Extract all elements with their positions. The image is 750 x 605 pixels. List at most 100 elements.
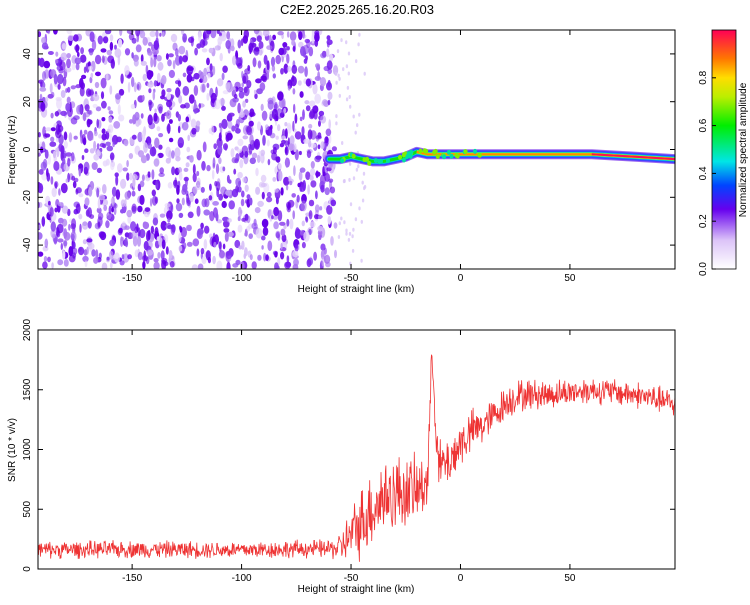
noise-blob: [275, 54, 282, 65]
noise-blob: [309, 109, 316, 119]
noise-blob: [38, 183, 44, 194]
noise-blob: [326, 42, 330, 48]
noise-blob: [227, 231, 234, 237]
noise-blob: [262, 226, 269, 236]
noise-blob: [356, 123, 359, 128]
spectrogram-y-tick-label: -20: [22, 190, 33, 205]
noise-blob: [235, 177, 242, 187]
noise-blob: [177, 167, 182, 174]
noise-blob: [81, 133, 86, 145]
noise-blob: [43, 60, 51, 69]
noise-blob: [50, 176, 54, 185]
noise-blob: [81, 74, 87, 80]
noise-blob: [251, 222, 258, 230]
noise-blob: [213, 241, 217, 248]
noise-blob: [275, 231, 280, 239]
colorbar-tick-label: 0.2: [698, 214, 709, 228]
noise-blob: [228, 200, 235, 210]
noise-blob: [65, 178, 69, 183]
noise-blob: [156, 126, 161, 132]
noise-blob: [261, 218, 269, 228]
noise-blob: [347, 51, 351, 56]
noise-blob: [112, 141, 115, 148]
signal-blob: [398, 154, 402, 160]
noise-blob: [137, 118, 142, 126]
noise-blob: [38, 232, 43, 240]
noise-blob: [280, 228, 286, 236]
noise-blob: [60, 52, 68, 61]
noise-blob: [131, 190, 136, 197]
noise-blob: [273, 221, 279, 230]
noise-blob: [157, 152, 164, 159]
noise-blob: [78, 213, 83, 220]
noise-blob: [101, 100, 107, 109]
noise-blob: [60, 183, 68, 194]
noise-blob: [139, 180, 145, 188]
noise-blob: [110, 198, 114, 204]
noise-blob: [253, 30, 260, 35]
noise-blob: [93, 131, 98, 137]
noise-blob: [115, 189, 121, 200]
noise-blob: [270, 124, 273, 130]
noise-blob: [128, 32, 135, 41]
noise-blob: [44, 238, 49, 249]
noise-blob: [271, 65, 276, 72]
noise-blob: [261, 73, 268, 83]
noise-blob: [117, 38, 123, 48]
noise-blob: [338, 76, 341, 81]
noise-blob: [86, 238, 93, 243]
noise-blob: [168, 119, 173, 124]
noise-blob: [101, 133, 107, 141]
noise-blob: [324, 136, 329, 144]
noise-blob: [101, 128, 106, 134]
noise-blob: [147, 171, 151, 178]
noise-blob: [216, 78, 224, 87]
noise-blob: [305, 105, 311, 112]
noise-blob: [109, 34, 114, 42]
noise-blob: [249, 134, 254, 145]
noise-blob: [326, 81, 332, 91]
noise-blob: [131, 203, 137, 214]
noise-blob: [91, 162, 98, 170]
noise-blob: [147, 81, 154, 88]
noise-blob: [345, 64, 349, 69]
noise-blob: [290, 76, 297, 87]
noise-blob: [134, 226, 139, 234]
noise-blob: [42, 261, 48, 269]
noise-blob: [320, 141, 325, 150]
noise-blob: [284, 147, 288, 154]
noise-blob: [254, 93, 258, 100]
noise-blob: [251, 152, 258, 159]
noise-blob: [305, 171, 311, 180]
noise-blob: [171, 150, 175, 159]
noise-blob: [109, 262, 113, 269]
noise-blob: [38, 57, 42, 66]
noise-blob: [158, 133, 164, 138]
noise-blob: [314, 76, 322, 81]
noise-blob: [47, 51, 54, 55]
noise-blob: [286, 255, 290, 264]
signal-blob: [477, 152, 482, 158]
noise-blob: [163, 261, 169, 267]
noise-blob: [310, 180, 317, 188]
noise-blob: [106, 128, 111, 133]
noise-blob: [75, 44, 80, 53]
noise-blob: [89, 214, 95, 220]
noise-blob: [258, 41, 264, 50]
noise-blob: [196, 43, 202, 49]
noise-blob: [261, 235, 266, 241]
noise-blob: [304, 66, 308, 78]
noise-blob: [93, 140, 97, 151]
noise-blob: [54, 182, 58, 190]
noise-blob: [89, 76, 93, 84]
noise-blob: [216, 30, 220, 35]
noise-blob: [73, 34, 79, 42]
noise-blob: [118, 114, 125, 122]
noise-blob: [238, 91, 245, 99]
noise-blob: [132, 236, 138, 247]
noise-blob: [130, 103, 136, 110]
noise-blob: [77, 52, 80, 57]
snr-y-tick-label: 2000: [22, 318, 33, 341]
signal-blob: [418, 148, 423, 154]
